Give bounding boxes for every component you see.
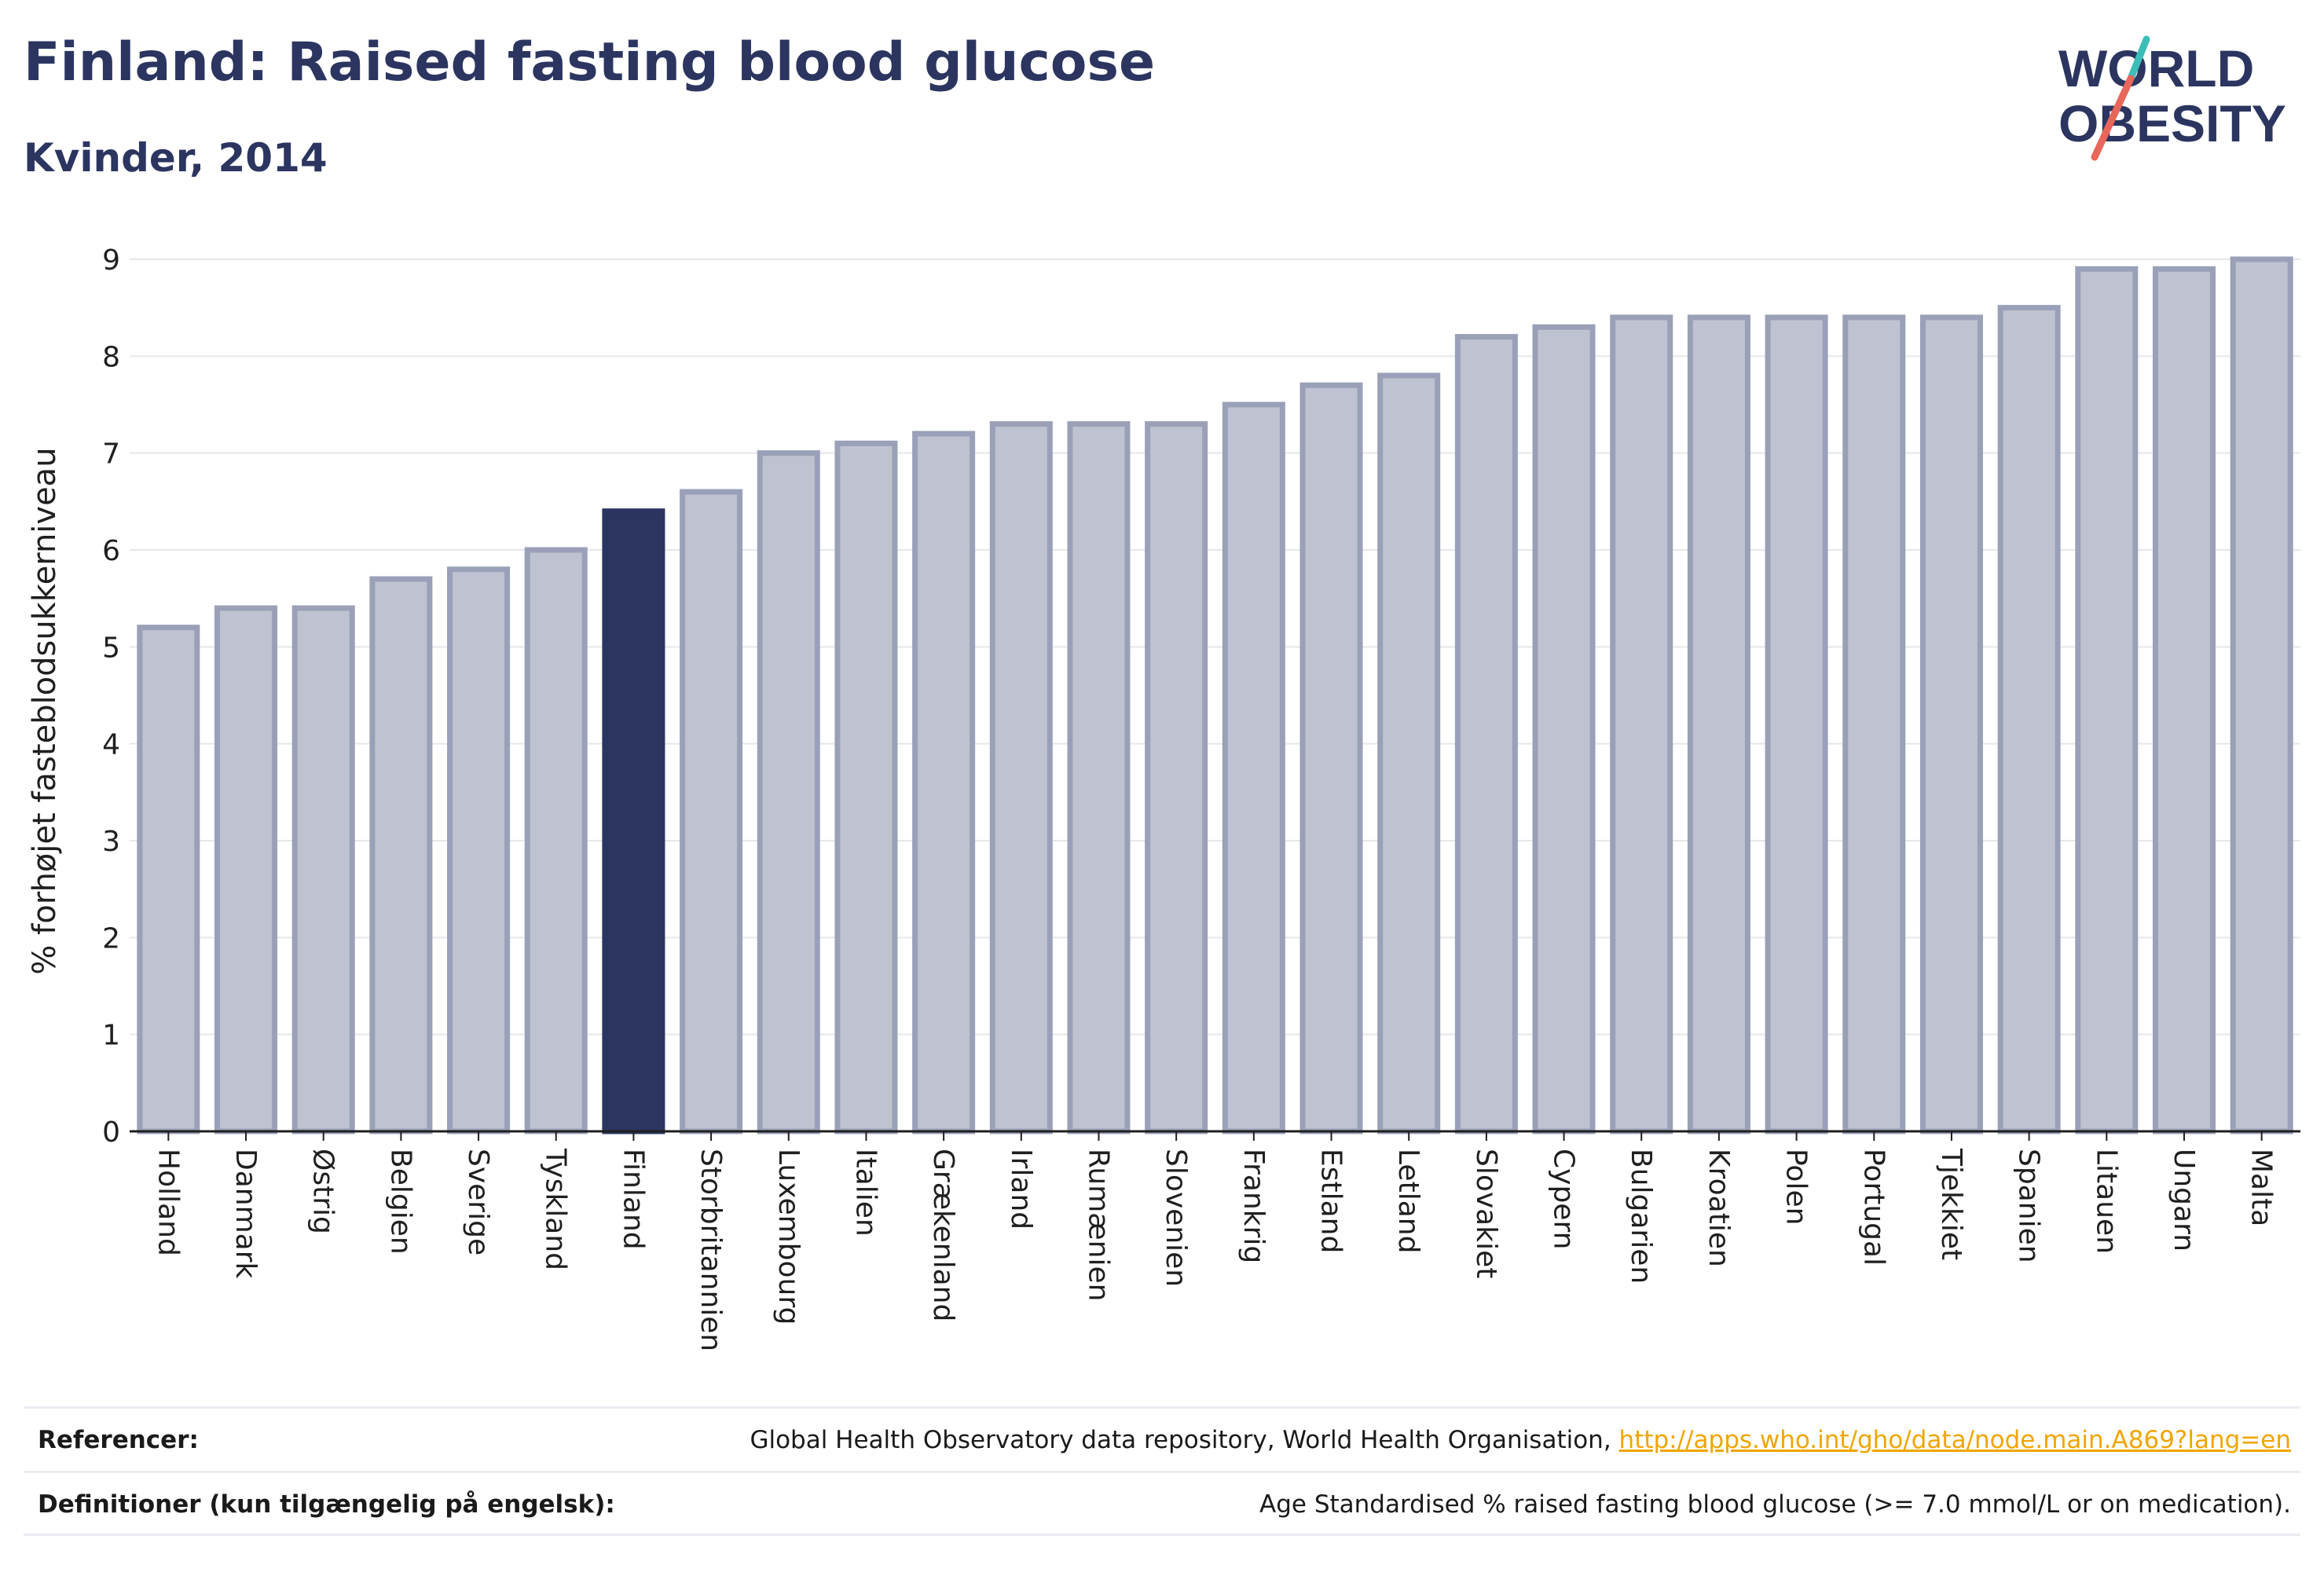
y-tick-label: 8 bbox=[102, 341, 120, 373]
x-tick-label: Slovakiet bbox=[1470, 1149, 1502, 1278]
x-tick-label: Slovenien bbox=[1160, 1149, 1192, 1287]
bar-danmark bbox=[214, 605, 278, 1134]
x-tick-label: Tyskland bbox=[540, 1148, 572, 1270]
y-tick-label: 3 bbox=[102, 826, 120, 858]
bar-polen bbox=[1765, 314, 1828, 1134]
x-tick-label: Spanien bbox=[2013, 1149, 2045, 1263]
bar-cypern bbox=[1532, 324, 1596, 1134]
x-tick-label: Estland bbox=[1315, 1149, 1347, 1253]
y-tick-label: 2 bbox=[102, 922, 120, 955]
bar-kroatien bbox=[1687, 314, 1750, 1134]
bar-irland bbox=[989, 421, 1053, 1134]
bar-frankrig bbox=[1222, 401, 1285, 1134]
definitions-row: Definitioner (kun tilgængelig på engelsk… bbox=[24, 1471, 2300, 1536]
bar-malta bbox=[2230, 256, 2293, 1134]
bars bbox=[137, 256, 2293, 1134]
bar-finland bbox=[602, 508, 665, 1134]
bar-belgien bbox=[369, 576, 433, 1134]
y-tick-label: 1 bbox=[102, 1020, 120, 1052]
x-tick-label: Frankrig bbox=[1237, 1149, 1270, 1263]
references-link[interactable]: http://apps.who.int/gho/data/node.main.A… bbox=[1618, 1426, 2291, 1454]
bar-slovenien bbox=[1145, 421, 1208, 1134]
x-tick-label: Finland bbox=[617, 1149, 649, 1250]
x-tick-label: Rumænien bbox=[1082, 1149, 1114, 1301]
logo-slash-red bbox=[2091, 75, 2135, 161]
x-tick-label: Letland bbox=[1392, 1149, 1424, 1253]
x-tick-label: Østrig bbox=[307, 1149, 339, 1234]
bar-tyskland bbox=[524, 547, 588, 1134]
bar-chart: 0 1 2 3 4 5 6 7 8 9 Holland Danmark Østrig Belgien Sv… bbox=[27, 244, 2300, 1351]
y-axis-label: % forhøjet fasteblodsukkerniveau bbox=[27, 447, 63, 974]
x-tick-label: Irland bbox=[1005, 1149, 1037, 1230]
y-tick-label: 7 bbox=[102, 438, 120, 471]
bar-grækenland bbox=[912, 431, 976, 1134]
bar-letland bbox=[1377, 372, 1441, 1134]
y-tick-label: 5 bbox=[102, 632, 120, 664]
bar-tjekkiet bbox=[1919, 314, 1983, 1134]
x-tick-label: Litauen bbox=[2090, 1149, 2122, 1254]
references-value: Global Health Observatory data repositor… bbox=[750, 1426, 2291, 1454]
bar-portugal bbox=[1842, 314, 1906, 1134]
bar-ungarn bbox=[2152, 266, 2216, 1134]
bar-østrig bbox=[291, 605, 355, 1134]
y-tick-label: 6 bbox=[102, 535, 120, 567]
x-tick-label: Grækenland bbox=[927, 1149, 959, 1321]
x-tick-label: Polen bbox=[1780, 1149, 1813, 1225]
x-tick-label: Portugal bbox=[1857, 1149, 1890, 1266]
definitions-label: Definitioner (kun tilgængelig på engelsk… bbox=[38, 1490, 615, 1519]
bar-litauen bbox=[2075, 266, 2139, 1134]
bar-storbritannien bbox=[680, 489, 743, 1134]
x-tick-label: Italien bbox=[849, 1149, 882, 1237]
x-axis-ticks: Holland Danmark Østrig Belgien Sverige Tyskla… bbox=[152, 1131, 2278, 1351]
references-bottom-rule bbox=[24, 1534, 2300, 1536]
x-tick-label: Holland bbox=[152, 1149, 184, 1256]
bar-italien bbox=[834, 440, 898, 1134]
bar-estland bbox=[1299, 382, 1363, 1134]
chart-subtitle: Kvinder, 2014 bbox=[24, 135, 328, 181]
x-tick-label: Malta bbox=[2245, 1149, 2278, 1226]
world-obesity-logo: WORLD OBESITY bbox=[2058, 35, 2286, 161]
y-tick-label: 4 bbox=[102, 729, 120, 761]
definitions-value: Age Standardised % raised fasting blood … bbox=[1259, 1490, 2291, 1519]
logo-line1: WORLD bbox=[2058, 39, 2254, 97]
x-tick-label: Bulgarien bbox=[1625, 1149, 1657, 1284]
bar-slovakiet bbox=[1454, 334, 1518, 1134]
chart-title: Finland: Raised fasting blood glucose bbox=[24, 31, 1156, 93]
bar-holland bbox=[137, 625, 200, 1134]
x-tick-label: Cypern bbox=[1548, 1149, 1580, 1249]
logo-slash-teal bbox=[2127, 35, 2150, 82]
logo-line2: OBESITY bbox=[2058, 94, 2286, 152]
y-tick-label: 0 bbox=[102, 1116, 120, 1149]
references-row: Referencer: Global Health Observatory da… bbox=[24, 1406, 2300, 1472]
bar-bulgarien bbox=[1610, 314, 1673, 1134]
y-axis-ticks: 0 1 2 3 4 5 6 7 8 9 bbox=[102, 244, 120, 1149]
bar-luxembourg bbox=[757, 450, 820, 1134]
references-text: Global Health Observatory data repositor… bbox=[750, 1426, 1619, 1454]
x-tick-label: Storbritannien bbox=[695, 1149, 727, 1351]
bar-sverige bbox=[447, 566, 511, 1134]
bar-rumænien bbox=[1067, 421, 1131, 1134]
y-tick-label: 9 bbox=[102, 244, 120, 277]
x-tick-label: Belgien bbox=[384, 1149, 416, 1255]
x-tick-label: Danmark bbox=[229, 1149, 262, 1279]
x-tick-label: Ungarn bbox=[2168, 1149, 2200, 1252]
x-tick-label: Tjekkiet bbox=[1935, 1148, 1967, 1260]
x-tick-label: Kroatien bbox=[1703, 1149, 1735, 1267]
x-tick-label: Luxembourg bbox=[772, 1149, 805, 1325]
references-label: Referencer: bbox=[38, 1426, 199, 1454]
x-tick-label: Sverige bbox=[462, 1149, 494, 1255]
bar-spanien bbox=[1997, 305, 2061, 1134]
